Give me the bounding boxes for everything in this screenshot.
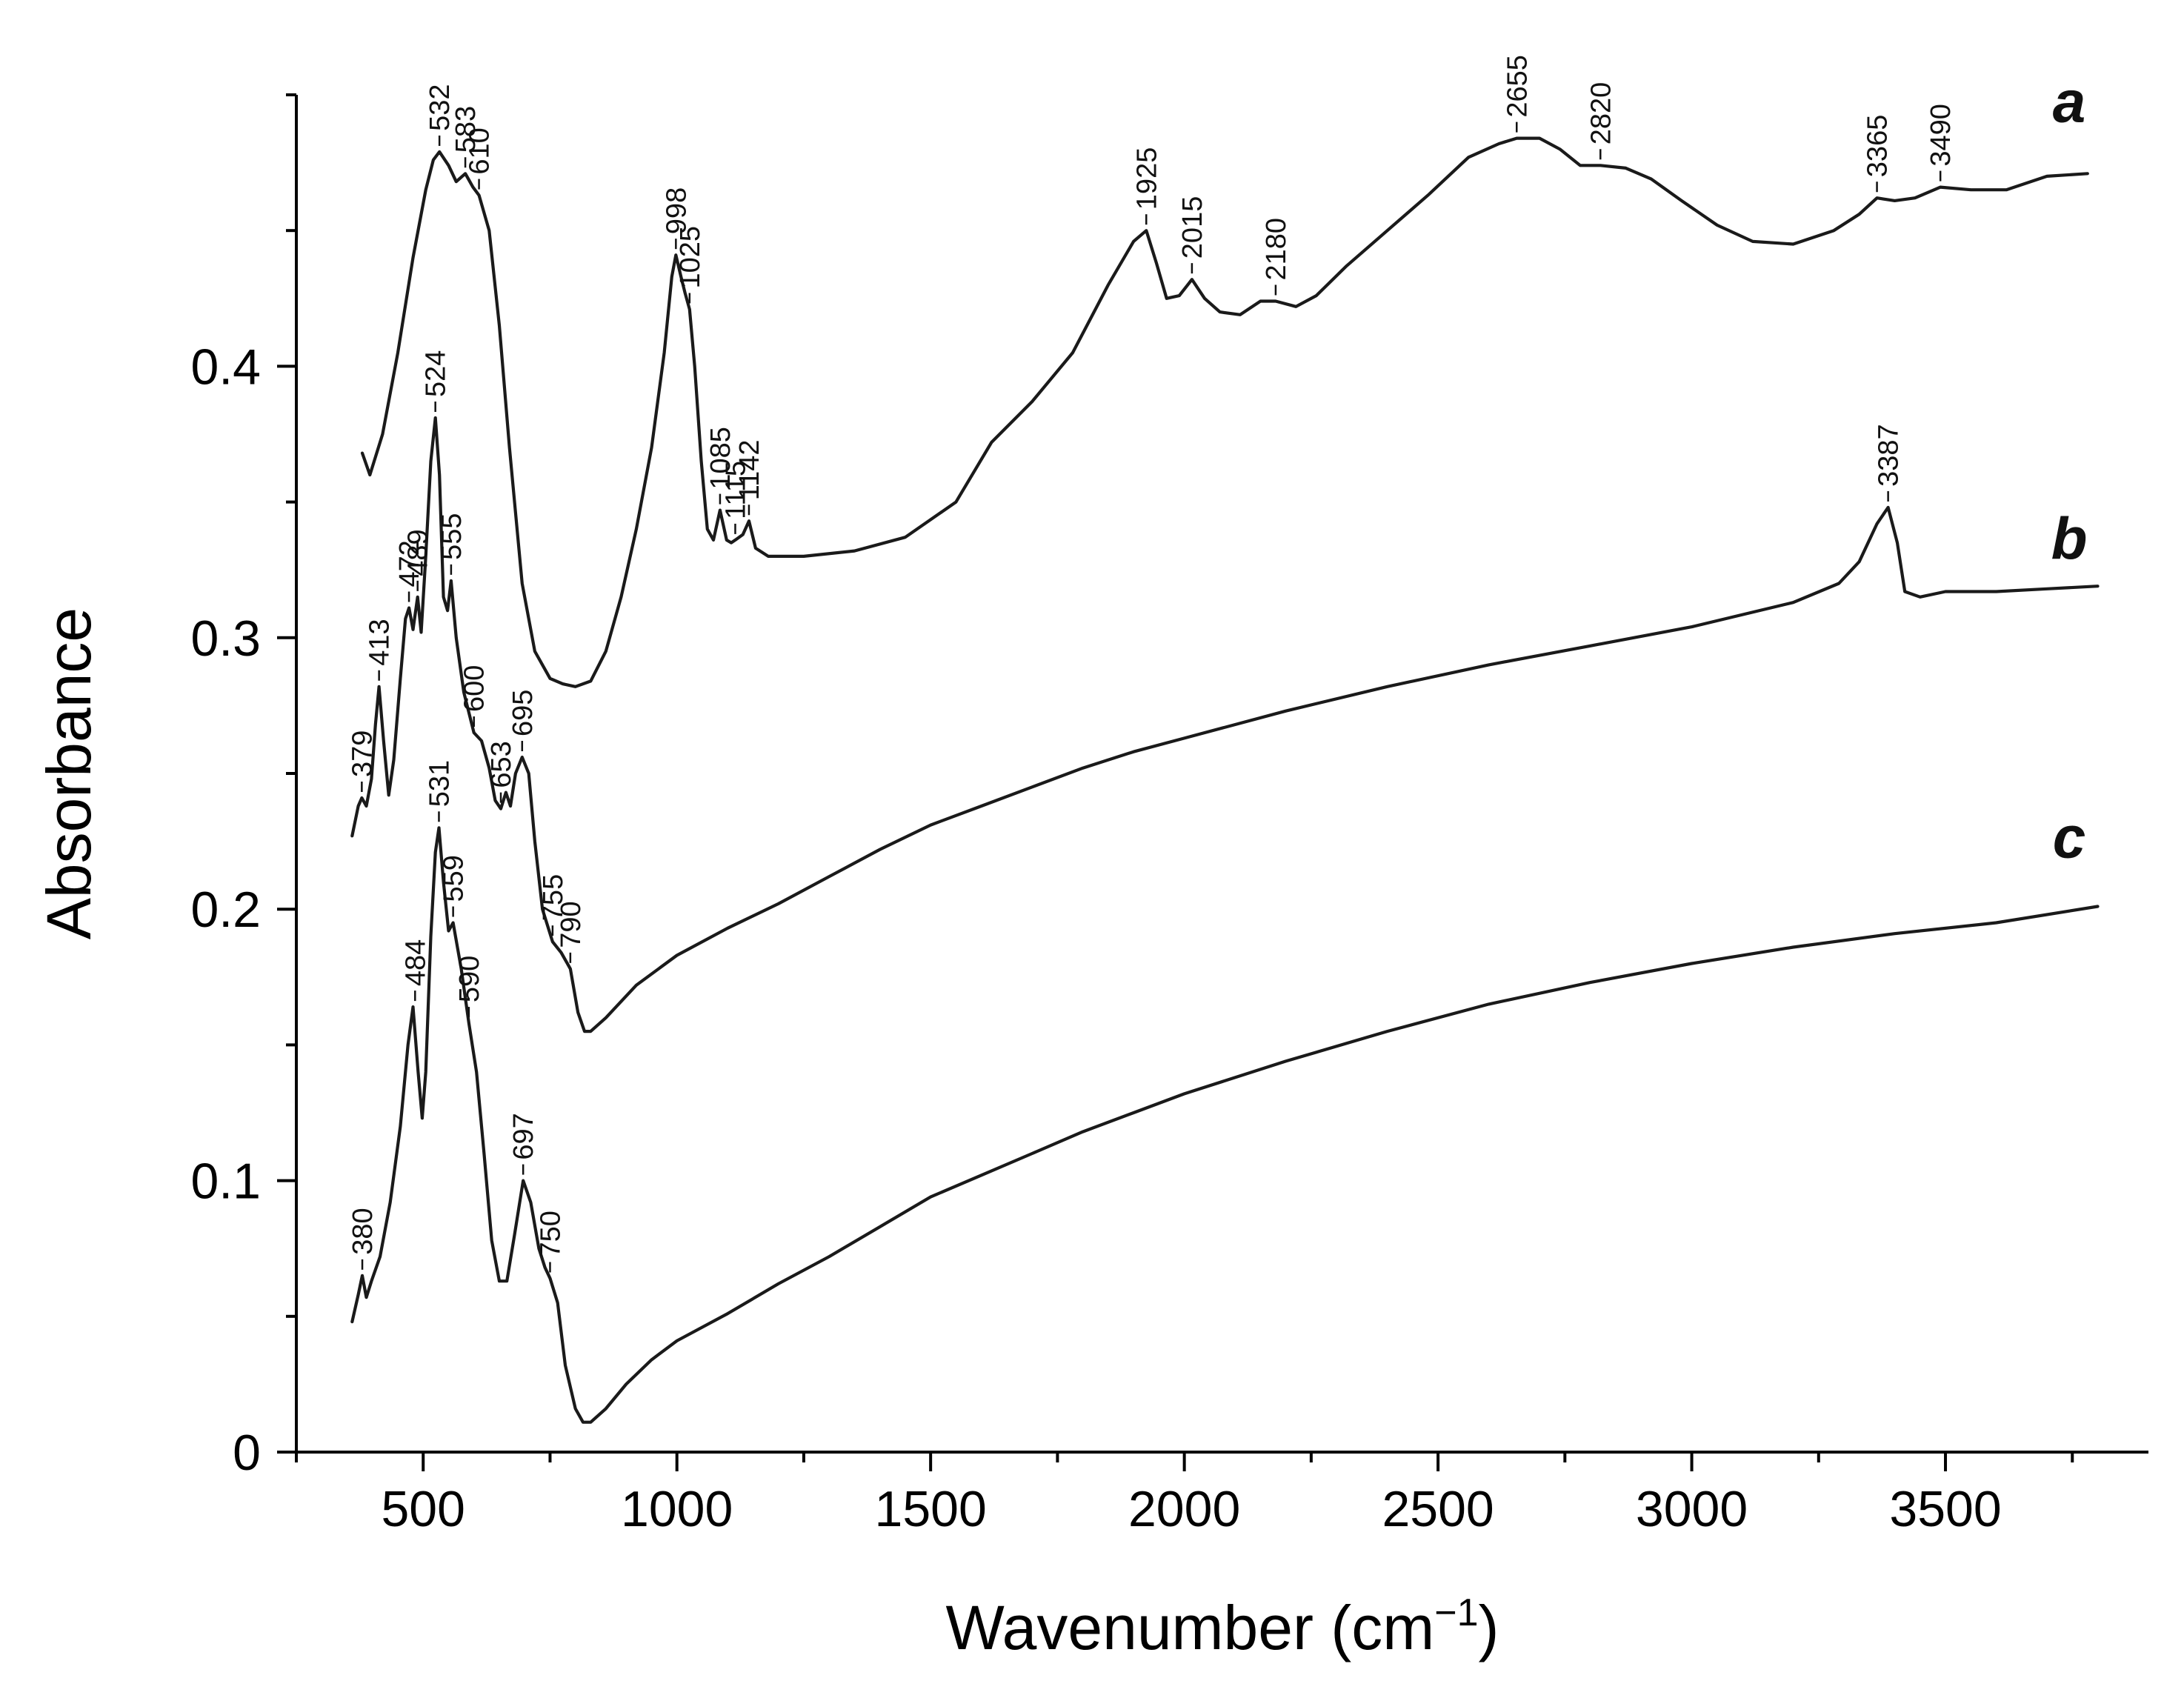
peak-annotation: 2820	[1585, 82, 1617, 160]
curve-id-b: b	[2051, 506, 2088, 572]
peak-label: 600	[459, 665, 490, 712]
peak-label: 2015	[1177, 196, 1208, 259]
peak-annotation: 531	[425, 760, 456, 822]
curve-id-a: a	[2053, 69, 2086, 135]
x-axis-title: Wavenumber (cm−1)	[946, 1591, 1499, 1662]
peak-label: 380	[347, 1208, 379, 1254]
x-tick-label: 1000	[621, 1481, 733, 1537]
peak-annotation: 532	[425, 84, 456, 146]
peak-annotation: 3365	[1862, 115, 1894, 193]
peak-annotation: 1115	[721, 461, 752, 534]
peak-label: 3387	[1874, 424, 1905, 487]
peak-annotation: 489	[403, 529, 434, 591]
peak-label: 3365	[1862, 115, 1894, 178]
peak-annotation: 600	[459, 665, 490, 728]
peak-label: 697	[508, 1113, 539, 1159]
peak-label: 1085	[705, 427, 736, 490]
peak-label: 1142	[734, 439, 765, 500]
axes	[295, 95, 2148, 1454]
curve-identifiers: a b c	[2051, 69, 2088, 871]
peak-annotation: 484	[400, 939, 431, 1002]
y-tick-label: 0.1	[190, 1154, 261, 1210]
peak-annotation: 998	[661, 187, 692, 250]
peak-annotation: 790	[556, 901, 587, 963]
peak-annotation: 559	[439, 855, 470, 917]
x-tick-label: 2000	[1128, 1481, 1240, 1537]
tick-group: 500 1000 1500 2000 2500 3000 3500 0 0.1 0.2 0.3 0.4	[190, 93, 2074, 1537]
peak-label: 610	[465, 127, 496, 174]
peak-annotation: 590	[454, 956, 485, 1018]
x-axis-title-main: Wavenumber (cm	[946, 1593, 1435, 1662]
y-tick-label: 0.2	[190, 882, 261, 938]
peak-annotation: 379	[347, 730, 378, 792]
peak-annotation: 3387	[1874, 424, 1905, 502]
peak-annotation: 1142	[734, 439, 765, 516]
spectrum-line-b	[350, 416, 2100, 1033]
peak-annotation: 755	[538, 874, 569, 936]
x-axis-title-sup: −1	[1434, 1591, 1478, 1634]
peak-label: 2820	[1585, 82, 1617, 145]
x-tick-label: 2500	[1382, 1481, 1494, 1537]
peak-annotation: 583	[450, 106, 482, 168]
peak-label: 790	[556, 901, 587, 948]
peak-label: 532	[425, 84, 456, 130]
spectrum-line-a	[360, 136, 2089, 688]
peak-label: 750	[536, 1211, 567, 1257]
peak-label: 484	[400, 939, 431, 986]
peak-annotation: 2015	[1177, 196, 1208, 274]
x-tick-label: 3500	[1889, 1481, 2001, 1537]
peak-annotation: 1085	[705, 427, 736, 505]
x-tick-label: 3000	[1636, 1481, 1748, 1537]
series-layer	[350, 136, 2100, 1424]
x-tick-label: 500	[381, 1481, 465, 1537]
peak-annotation: 1925	[1131, 147, 1162, 225]
peak-label: 998	[661, 187, 692, 234]
peak-annotation: 380	[347, 1208, 379, 1270]
peak-label: 590	[454, 956, 485, 1002]
peak-label: 3490	[1925, 104, 1957, 167]
y-tick-label: 0.3	[190, 610, 261, 667]
y-tick-label: 0	[233, 1425, 261, 1481]
peak-label: 379	[347, 730, 378, 777]
x-axis-title-close: )	[1479, 1593, 1499, 1662]
peak-label: 489	[403, 529, 434, 576]
peak-label: 559	[439, 855, 470, 902]
peak-annotation: 653	[486, 741, 517, 803]
peak-annotation: 750	[536, 1211, 567, 1273]
peak-label: 653	[486, 741, 517, 788]
peak-label: 695	[507, 690, 539, 736]
peak-label: 524	[421, 350, 452, 397]
peak-annotation: 697	[508, 1113, 539, 1175]
spectrum-line-c	[350, 826, 2100, 1424]
peak-annotation: 1025	[675, 226, 706, 304]
peak-label: 1115	[721, 461, 752, 519]
peak-annotation: 472	[394, 540, 425, 602]
y-axis-title: Absorbance	[34, 608, 104, 939]
peak-label: 1925	[1131, 147, 1162, 210]
peak-annotation: 524	[421, 350, 452, 413]
peak-label: 413	[364, 619, 396, 665]
peak-label: 472	[394, 540, 425, 587]
peak-annotation: 610	[465, 127, 496, 190]
peak-annotation: 3490	[1925, 104, 1957, 182]
peak-label: 531	[425, 760, 456, 807]
peak-label: 2655	[1502, 55, 1533, 118]
y-tick-label: 0.4	[190, 339, 261, 395]
peak-annotation: 555	[436, 513, 467, 575]
peak-label: 1025	[675, 226, 706, 289]
peak-label: 2180	[1261, 218, 1292, 281]
peak-label: 555	[436, 513, 467, 559]
peak-annotation: 413	[364, 619, 396, 681]
x-tick-label: 1500	[875, 1481, 987, 1537]
peak-annotation: 2180	[1261, 218, 1292, 296]
peak-label: 755	[538, 874, 569, 921]
peak-label: 583	[450, 106, 482, 153]
peak-annotation: 695	[507, 690, 539, 752]
peak-annotation: 2655	[1502, 55, 1533, 133]
curve-id-c: c	[2053, 805, 2086, 871]
